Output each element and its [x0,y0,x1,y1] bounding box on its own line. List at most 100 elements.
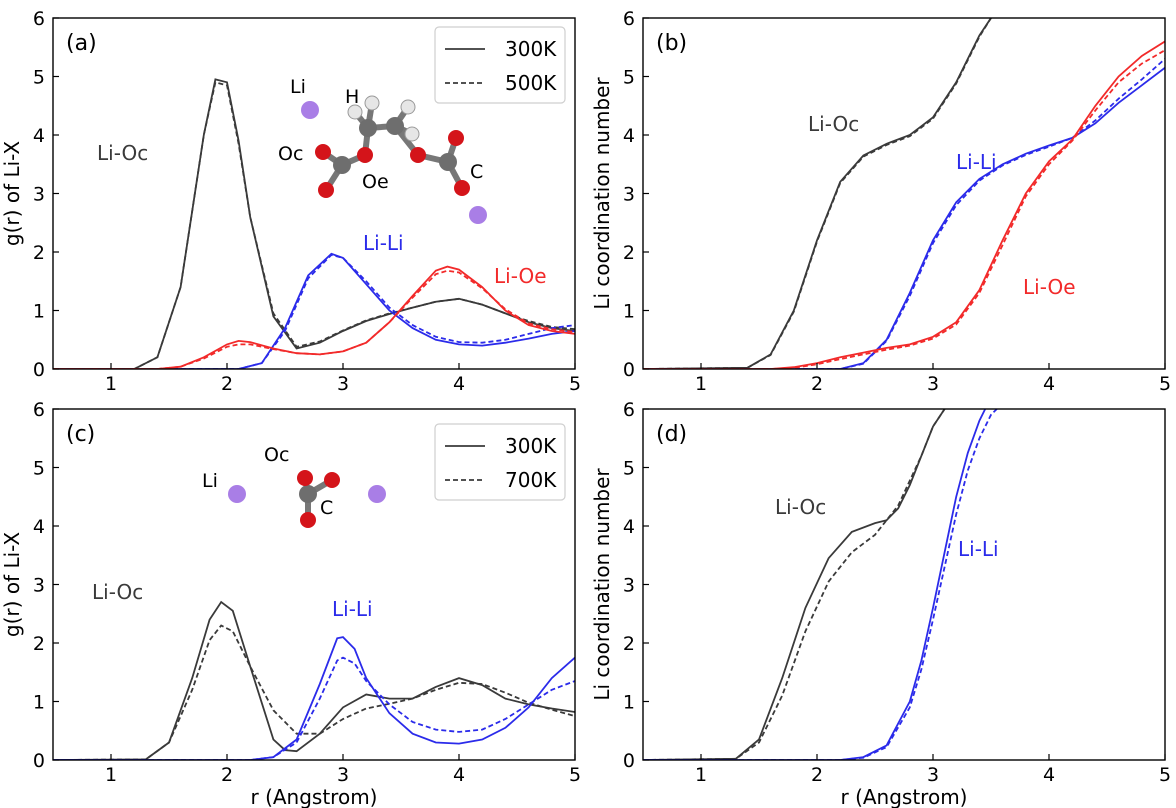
y-tick-label: 3 [33,575,45,597]
y-tick-label: 4 [623,125,635,147]
o-atom [454,180,470,196]
annotation-li-oc: Li-Oc [92,580,143,604]
y-tick-label: 3 [623,184,635,206]
x-axis-label: r (Angstrom) [250,785,377,808]
y-tick-label: 0 [623,750,635,772]
legend: 300K 500K [434,26,566,104]
y-tick-label: 5 [623,458,635,480]
x-tick-label: 2 [811,764,823,786]
o-atom [357,147,373,163]
annotation-li-li: Li-Li [332,597,373,621]
y-tick-label: 0 [33,359,45,381]
series-line-blue-solid [53,252,575,369]
mol-label-li: Li [290,76,306,98]
c-atom [386,117,404,135]
annotation-li-li: Li-Li [363,231,404,255]
y-tick-label: 6 [623,8,635,30]
series-line-blue-solid [643,66,1165,369]
panel-label: (b) [656,31,687,56]
legend-box [434,423,566,501]
y-tick-label: 3 [33,184,45,206]
mol-label-oc: Oc [264,444,289,466]
panels: 1 2 3 4 5 0 1 2 3 4 5 6 g(r) of Li-X (a) Li-Oc Li-Li Li-… [0,8,1171,808]
x-tick-label: 2 [811,373,823,395]
o-atom [297,470,313,486]
c-atom [333,156,351,174]
y-tick-label: 3 [623,575,635,597]
annotation-li-oe: Li-Oe [494,264,547,288]
legend-box [434,26,566,104]
x-tick-label: 3 [927,764,939,786]
mol-label-h: H [345,86,359,108]
x-axis-label: r (Angstrom) [840,785,967,808]
x-tick-label: 4 [453,373,465,395]
y-tick-label: 2 [623,242,635,264]
y-tick-label: 4 [33,516,45,538]
x-tick-label: 5 [1159,373,1171,395]
series-line-red-dashed [643,49,1165,369]
series-line-blue-solid [643,409,987,760]
series-group [643,18,1165,369]
annotation-li-oc: Li-Oc [808,112,859,136]
y-axis-label: Li coordination number [590,77,614,310]
x-tick-label: 1 [105,373,117,395]
annotation-li-li: Li-Li [956,150,997,174]
mol-label-oe: Oe [362,171,389,193]
mol-label-oc: Oc [278,143,303,165]
x-tick-label: 1 [105,764,117,786]
h-atom [404,126,420,142]
y-tick-label: 5 [623,67,635,89]
y-tick-label: 6 [33,399,45,421]
mol-label-c: C [320,497,333,519]
series-line-red-dashed [53,269,575,369]
annotation-li-oc: Li-Oc [775,495,826,519]
y-tick-label: 2 [623,633,635,655]
plot-frame [642,408,1166,761]
c-atom [299,485,317,503]
li-atom [301,101,319,119]
mol-label-li: Li [202,470,218,492]
panel-a: 1 2 3 4 5 0 1 2 3 4 5 6 g(r) of Li-X (a) Li-Oc Li-Li Li-… [0,8,581,395]
o-atom [448,130,464,146]
x-tick-label: 1 [695,373,707,395]
series-line-black-dashed [643,18,992,369]
mol-label-c: C [470,161,483,183]
o-atom [324,472,340,488]
series-line-blue-solid [53,636,575,760]
x-tick-label: 2 [221,764,233,786]
series-line-blue-dashed [643,58,1165,369]
y-tick-label: 1 [623,301,635,323]
plot-frame [642,17,1166,370]
y-tick-label: 0 [33,750,45,772]
x-tick-label: 4 [1043,764,1055,786]
x-tick-label: 3 [337,764,349,786]
y-tick-label: 1 [623,692,635,714]
li-atom [469,206,487,224]
annotation-li-li: Li-Li [958,537,999,561]
legend-label: 300K [505,434,557,458]
series-line-black-solid [53,78,575,369]
y-axis-label: g(r) of Li-X [0,141,24,246]
series-line-red-solid [643,40,1165,369]
series-line-black-solid [53,600,575,760]
y-tick-label: 2 [33,242,45,264]
molecule-c: Oc Li C [202,444,386,528]
li-atom [368,485,386,503]
c-atom [439,153,457,171]
y-tick-label: 1 [33,301,45,323]
legend-label: 700K [505,468,557,492]
c-atom [359,119,377,137]
li-atom [228,485,246,503]
series-line-blue-dashed [643,409,998,760]
panel-label: (a) [66,31,97,56]
o-atom [410,147,426,163]
legend-label: 300K [505,37,557,61]
x-tick-label: 2 [221,373,233,395]
molecule-a: Li H Oc Oe C [278,76,487,224]
y-tick-label: 5 [33,67,45,89]
x-tick-label: 1 [695,764,707,786]
annotation-li-oc: Li-Oc [97,141,148,165]
series-group [53,600,575,760]
series-line-black-dashed [53,624,575,760]
